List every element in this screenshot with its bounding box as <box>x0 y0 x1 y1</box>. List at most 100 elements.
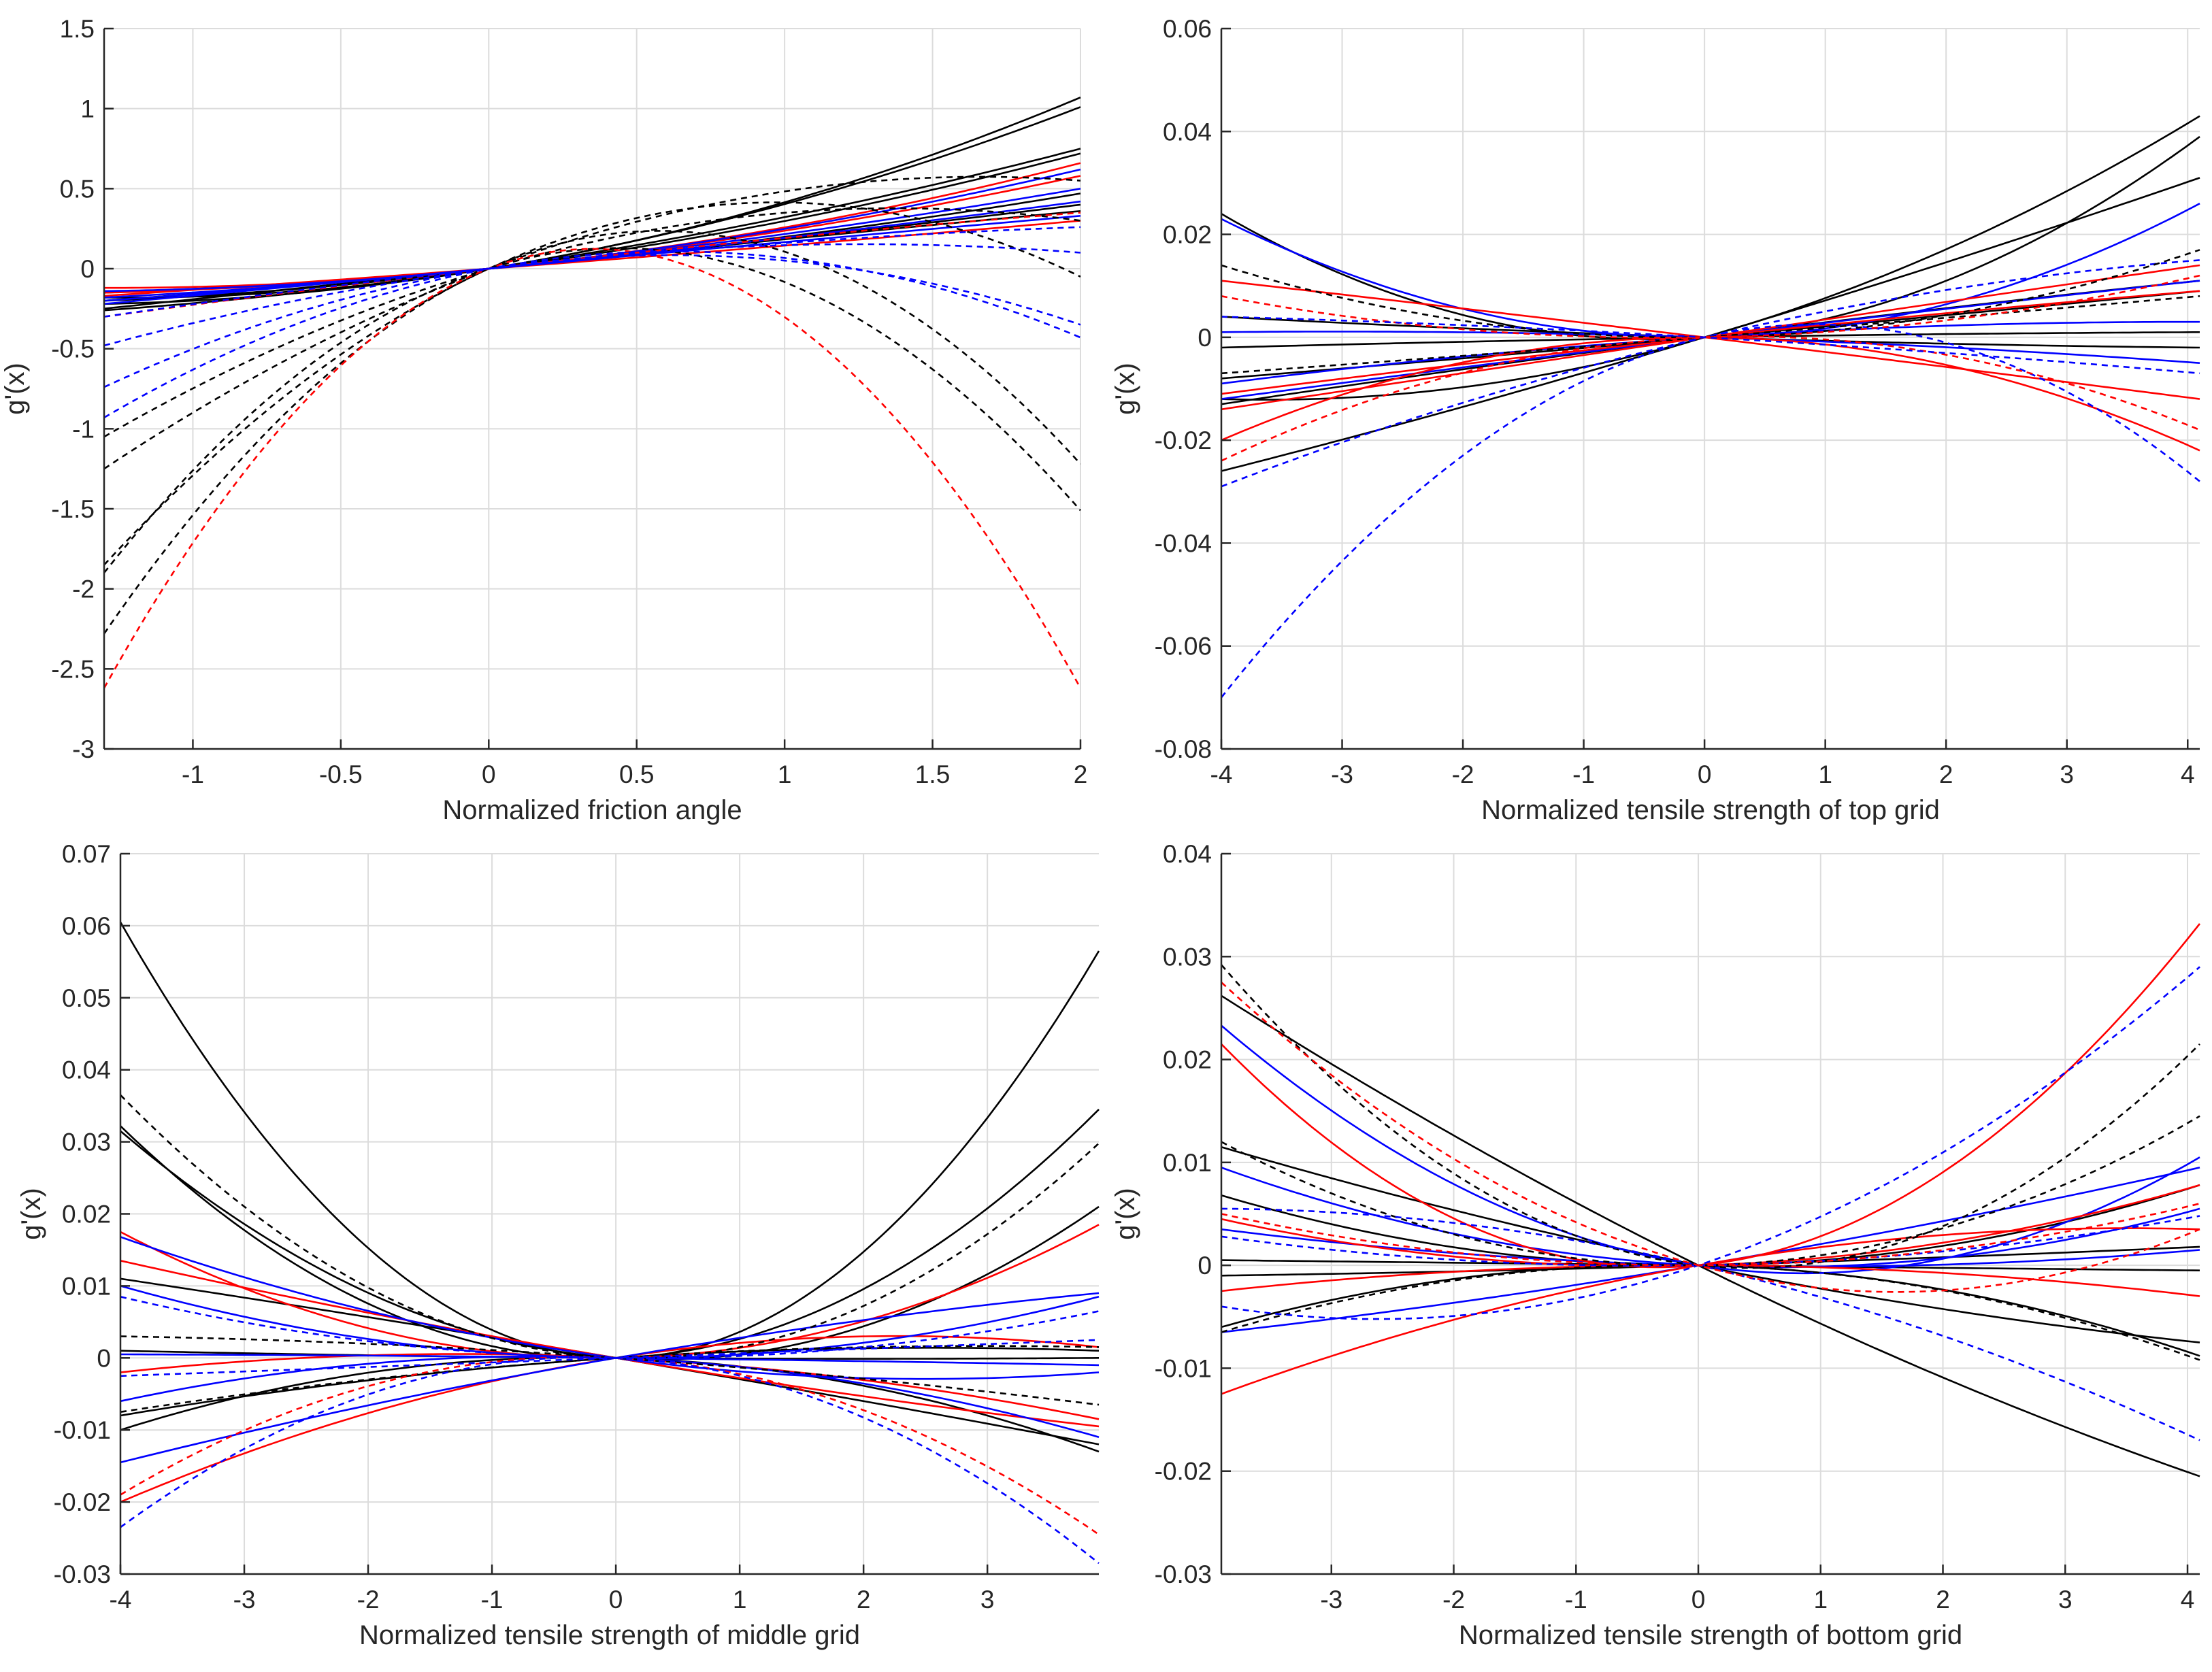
y-tick-label: -0.03 <box>1155 1560 1212 1588</box>
series-line-17 <box>120 1335 1100 1406</box>
x-tick-label: -1 <box>481 1586 504 1614</box>
y-tick-label: 0.04 <box>62 1056 111 1084</box>
x-tick-label: 2 <box>1936 1586 1950 1614</box>
y-tick-label: 0 <box>1198 1252 1212 1280</box>
y-tick-label: 1 <box>80 95 95 123</box>
x-tick-label: 4 <box>2181 1586 2195 1614</box>
series-line-21 <box>1221 316 2200 375</box>
series-line-14 <box>103 175 1081 470</box>
series-line-17 <box>103 230 1081 635</box>
chart-panel-bottom-left: -4 -3 -2 -1 0 1 2 3 -0.03 -0.02 -0.01 0 0.01 0.02 0.03… <box>16 840 1100 1650</box>
x-tick-label: -1 <box>182 760 204 788</box>
x-tick-label: 0 <box>482 760 496 788</box>
x-axis-label: Normalized friction angle <box>442 795 742 825</box>
x-tick-label: 1 <box>778 760 792 788</box>
series-line-21 <box>120 1296 1100 1359</box>
x-tick-label: -2 <box>1442 1586 1465 1614</box>
series-line-20 <box>1221 274 2200 339</box>
x-tick-label: 0 <box>1698 760 1712 788</box>
x-tick-label: 0.5 <box>619 760 654 788</box>
y-tick-label: 0.06 <box>1163 15 1212 43</box>
y-tick-label: 0.01 <box>62 1272 111 1300</box>
y-tick-label: 0.02 <box>1163 221 1212 249</box>
y-tick-label: -2 <box>72 575 95 603</box>
y-tick-label: 0 <box>80 255 95 283</box>
y-tick-label: 0.05 <box>62 984 111 1012</box>
x-tick-label: -3 <box>1331 760 1353 788</box>
y-tick-label: -0.01 <box>54 1416 111 1444</box>
x-tick-label: -4 <box>110 1586 132 1614</box>
x-tick-label: -3 <box>233 1586 256 1614</box>
series-line-15 <box>103 207 1081 438</box>
y-tick-label: -0.01 <box>1155 1354 1212 1382</box>
series-line-21 <box>103 243 1081 347</box>
y-tick-label: -0.08 <box>1155 735 1212 763</box>
y-tick-label: 0.5 <box>60 175 95 203</box>
x-axis-label: Normalized tensile strength of top grid <box>1481 795 1940 825</box>
y-axis-label: g'(x) <box>16 1188 46 1240</box>
x-axis-label: Normalized tensile strength of middle gr… <box>359 1620 860 1650</box>
y-axis-label: g'(x) <box>1110 363 1140 415</box>
series-line-11 <box>1221 1227 2200 1395</box>
x-tick-label: 3 <box>2058 1586 2073 1614</box>
series-line-15 <box>1220 323 2200 699</box>
series-line-24 <box>103 226 1081 318</box>
x-axis-label: Normalized tensile strength of bottom gr… <box>1459 1620 1962 1650</box>
series-line-19 <box>1221 335 2200 462</box>
x-tick-label: 3 <box>2060 760 2074 788</box>
y-tick-label: 0 <box>97 1344 111 1372</box>
series-line-16 <box>1221 259 2200 488</box>
y-tick-label: 0.04 <box>1163 118 1212 146</box>
series-line-17 <box>1221 966 2200 1320</box>
series-line-15 <box>1221 1115 2200 1267</box>
y-tick-label: 0.02 <box>62 1201 111 1228</box>
x-tick-label: 2 <box>1939 760 1953 788</box>
y-tick-label: 0.07 <box>62 840 111 868</box>
y-tick-label: -0.02 <box>1155 427 1212 454</box>
x-tick-label: -0.5 <box>319 760 363 788</box>
y-axis-label: g'(x) <box>1110 1188 1140 1240</box>
x-tick-label: 2 <box>857 1586 871 1614</box>
x-tick-label: -2 <box>1452 760 1474 788</box>
x-tick-label: 0 <box>609 1586 623 1614</box>
y-tick-label: 0.01 <box>1163 1149 1212 1177</box>
y-tick-label: -0.03 <box>54 1560 111 1588</box>
y-tick-label: -1 <box>72 415 95 443</box>
series-line-16 <box>103 201 1081 566</box>
x-tick-label: 0 <box>1691 1586 1706 1614</box>
chart-panel-bottom-right: -3 -2 -1 0 1 2 3 4 -0.03 -0.02 -0.01 0 0.01 0.02 0.03 0… <box>1110 840 2201 1650</box>
y-tick-label: -0.02 <box>54 1488 111 1516</box>
x-tick-label: -1 <box>1565 1586 1587 1614</box>
x-tick-label: 2 <box>1074 760 1088 788</box>
x-tick-label: 1.5 <box>915 760 950 788</box>
x-tick-label: 4 <box>2181 760 2195 788</box>
y-tick-label: -0.5 <box>51 335 95 363</box>
x-tick-label: 3 <box>980 1586 995 1614</box>
x-tick-label: -3 <box>1320 1586 1342 1614</box>
x-tick-label: 1 <box>1818 760 1832 788</box>
y-tick-label: 0.06 <box>62 912 111 940</box>
x-tick-label: 1 <box>733 1586 747 1614</box>
y-tick-label: -0.04 <box>1155 529 1212 557</box>
y-tick-label: 0.02 <box>1163 1046 1212 1074</box>
y-tick-label: 0.03 <box>1163 943 1212 971</box>
chart-panel-top-right: -4 -3 -2 -1 0 1 2 3 4 -0.08 -0.06 -0.04 -0.02 0 0.02 0.… <box>1110 15 2200 825</box>
y-tick-label: 0 <box>1198 324 1212 352</box>
y-tick-label: -0.06 <box>1155 633 1212 661</box>
x-tick-label: 1 <box>1813 1586 1828 1614</box>
x-tick-label: -2 <box>357 1586 380 1614</box>
y-tick-label: -1.5 <box>51 495 95 523</box>
y-tick-label: 1.5 <box>60 15 95 43</box>
y-tick-label: 0.03 <box>62 1128 111 1156</box>
series-line-18 <box>103 247 1081 573</box>
y-tick-label: -3 <box>72 735 95 763</box>
series-line-21 <box>1221 1203 2200 1267</box>
chart-panel-top-left: -1 -0.5 0 0.5 1 1.5 2 -3 -2.5 -2 -1.5 -1 -0.5 0 0.5 1 1.… <box>0 15 1087 825</box>
series-line-18 <box>1221 1207 2200 1441</box>
series-line-0 <box>1221 994 2200 1477</box>
series-line-22 <box>103 254 1081 388</box>
x-tick-label: -4 <box>1210 760 1233 788</box>
y-tick-label: -0.02 <box>1155 1458 1212 1486</box>
